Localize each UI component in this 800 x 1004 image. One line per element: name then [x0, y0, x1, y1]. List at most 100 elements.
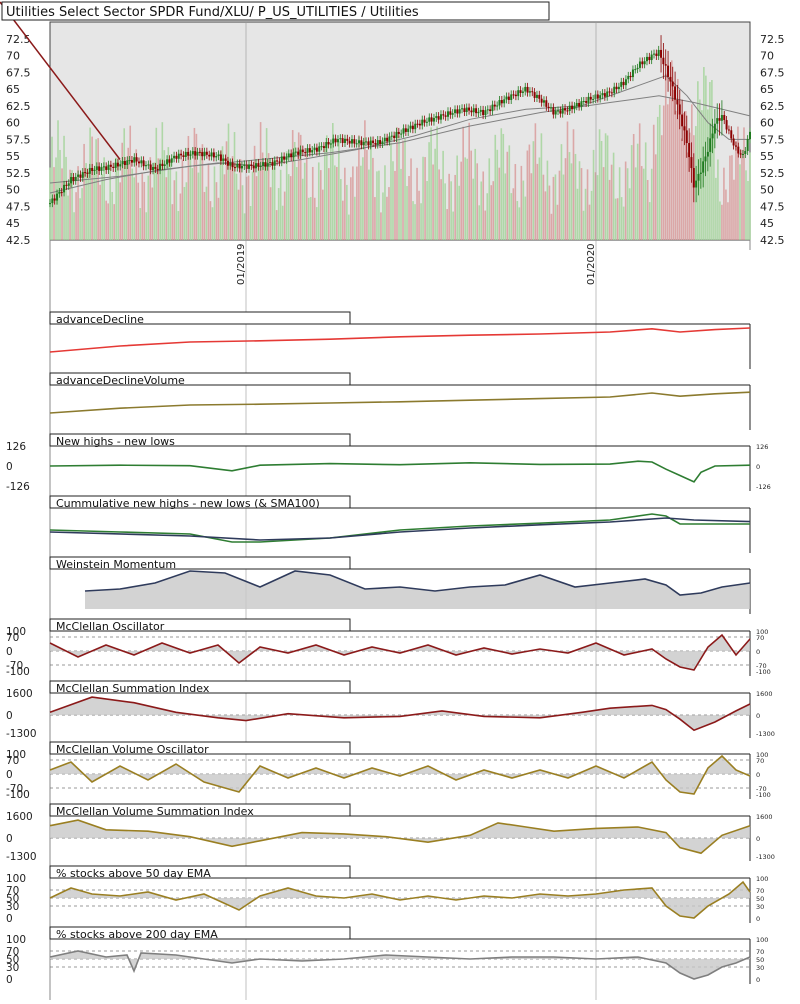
volume-bar — [191, 168, 194, 240]
volume-bar — [374, 197, 376, 240]
series-line — [49, 880, 751, 919]
series-fill — [85, 571, 750, 609]
panel-title-box — [49, 495, 351, 509]
volume-bar — [354, 196, 356, 240]
panel-title-box — [49, 556, 351, 570]
volume-bar — [510, 193, 513, 240]
candle-body — [98, 166, 101, 171]
panel-title-box — [49, 680, 351, 694]
candle-body — [615, 86, 618, 90]
candle-body — [496, 105, 499, 107]
volume-bar — [305, 151, 308, 240]
volume-bar — [628, 188, 631, 240]
candle-body — [400, 133, 403, 135]
candle-body — [182, 155, 185, 157]
panel-ytick-left: -100 — [6, 789, 30, 801]
volume-bar — [685, 111, 687, 241]
candle-body — [688, 143, 691, 158]
panel-ytick-right: 126 — [756, 443, 768, 451]
candle-body — [531, 91, 534, 93]
candle-body — [620, 81, 623, 87]
candle-body — [355, 143, 358, 145]
volume-bar — [215, 182, 218, 240]
volume-bar — [117, 158, 119, 240]
panel-title-box — [49, 865, 351, 879]
volume-bar — [259, 122, 262, 240]
panel-ytick-right: 100 — [756, 875, 768, 883]
panel-title: McClellan Oscillator — [56, 620, 165, 633]
candle-body — [149, 164, 152, 171]
candle-body — [327, 142, 330, 145]
volume-bar — [273, 167, 276, 240]
volume-bar — [552, 176, 555, 240]
volume-bar — [225, 141, 228, 240]
volume-bar — [362, 157, 364, 240]
volume-bar — [494, 134, 497, 240]
volume-bar — [346, 184, 348, 240]
volume-bar — [566, 121, 569, 240]
volume-bar — [87, 171, 89, 240]
candle-body — [664, 64, 667, 66]
panel-title: % stocks above 200 day EMA — [56, 928, 218, 941]
candle-body — [245, 164, 248, 169]
volume-bar — [632, 133, 635, 240]
panel-ytick-right: 70 — [756, 634, 764, 642]
panel-ytick-left: 126 — [6, 441, 26, 453]
candle-body — [709, 138, 712, 152]
volume-bar — [321, 189, 324, 240]
candle-body — [479, 109, 482, 112]
candle-body — [514, 94, 517, 97]
volume-bar — [101, 174, 103, 240]
volume-bar — [143, 181, 146, 240]
candle-body — [622, 81, 625, 86]
volume-bar — [81, 188, 83, 240]
volume-bar — [350, 177, 352, 240]
candle-body — [674, 86, 677, 100]
volume-bar — [687, 152, 689, 240]
volume-bar — [604, 133, 607, 240]
volume-bar — [668, 97, 671, 240]
candle-body — [105, 166, 108, 170]
candle-body — [697, 173, 700, 181]
volume-bar — [654, 154, 657, 240]
candle-body — [692, 168, 695, 188]
volume-bar — [69, 169, 71, 240]
volume-bar — [548, 185, 551, 240]
volume-bar — [340, 179, 342, 240]
volume-bar — [468, 122, 470, 240]
candle-body — [184, 151, 187, 157]
volume-bar — [612, 152, 615, 240]
candle-body — [116, 162, 119, 167]
volume-bar — [536, 163, 539, 240]
indicator-panel-4: Cummulative new highs - new lows (& SMA1… — [49, 495, 751, 553]
candle-body — [315, 147, 318, 152]
candle-body — [367, 141, 370, 146]
candle-body — [746, 139, 749, 152]
candle-body — [322, 146, 325, 149]
volume-bar — [163, 150, 166, 240]
panel-ytick-left: -70 — [6, 660, 23, 672]
candle-body — [601, 93, 604, 96]
volume-bar — [171, 204, 174, 240]
volume-bar — [540, 133, 543, 240]
volume-bar — [51, 136, 53, 240]
volume-bar — [416, 167, 418, 240]
candle-body — [571, 105, 574, 110]
volume-bar — [600, 140, 603, 240]
volume-bar — [576, 188, 579, 240]
volume-bar — [402, 140, 404, 240]
panel-title-box — [49, 926, 351, 940]
candle-body — [170, 158, 173, 163]
candle-body — [741, 153, 744, 155]
volume-bar — [642, 168, 645, 240]
volume-bar — [528, 144, 531, 240]
price-ytick-left: 45 — [6, 217, 20, 230]
volume-bar — [739, 164, 741, 240]
volume-bar — [289, 176, 292, 240]
volume-bar — [717, 159, 719, 240]
price-ytick-left: 67.5 — [6, 66, 31, 79]
volume-bar — [618, 167, 621, 240]
volume-bar — [133, 177, 136, 240]
candle-body — [470, 110, 473, 113]
volume-bar — [556, 204, 559, 240]
